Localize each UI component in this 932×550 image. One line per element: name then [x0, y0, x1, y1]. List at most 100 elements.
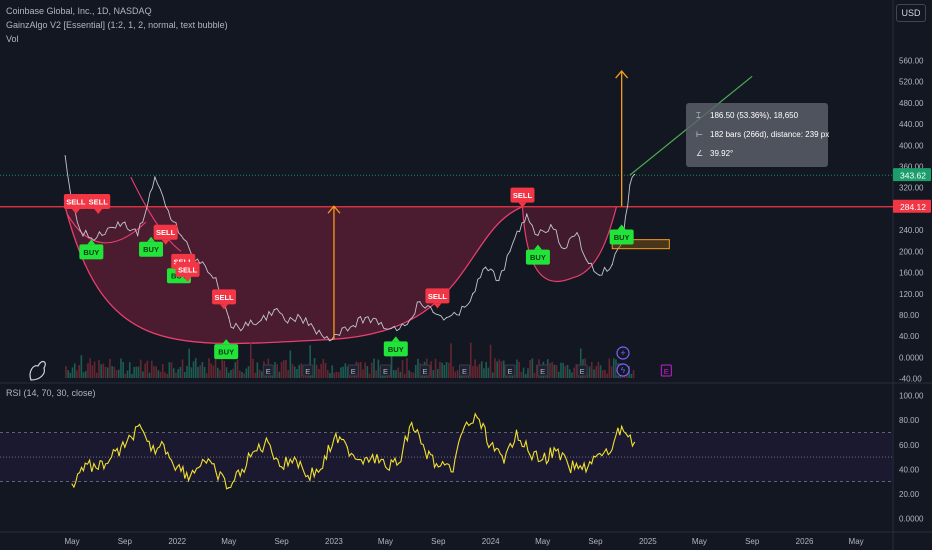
rsi-point — [437, 466, 439, 468]
volume-bar — [439, 361, 441, 378]
volume-bar — [249, 341, 252, 378]
sell-signal-pointer — [220, 304, 229, 310]
time-axis-tick: 2023 — [325, 537, 343, 546]
rsi-point — [241, 468, 243, 470]
sell-signal-pointer — [161, 239, 170, 245]
volume-bar — [210, 363, 212, 378]
price-point — [137, 234, 139, 237]
volume-bar — [142, 371, 144, 378]
volume-bar — [190, 367, 193, 378]
volume-bar — [610, 366, 613, 378]
volume-bar — [109, 358, 111, 378]
price-point — [472, 293, 474, 295]
price-point — [165, 205, 167, 207]
volume-bar — [298, 364, 300, 378]
volume-bar — [560, 362, 562, 378]
volume-bar — [555, 364, 558, 378]
buy-signal-label: BUY — [83, 248, 99, 257]
buy-signal-bubble — [79, 244, 104, 260]
volume-bar — [324, 363, 327, 378]
sell-signal-label: SELL — [156, 228, 176, 237]
volume-bar — [500, 361, 503, 378]
rsi-axis-tick: 100.00 — [899, 392, 924, 401]
volume-bar — [128, 362, 131, 378]
volume-bar — [571, 372, 573, 378]
price-axis-tick: 520.00 — [899, 78, 924, 87]
price-point — [563, 248, 565, 250]
volume-bar — [274, 362, 276, 378]
volume-bar — [377, 359, 380, 378]
volume-bar — [331, 365, 333, 378]
sell-signal-pointer — [433, 303, 442, 309]
symbol-title: Coinbase Global, Inc., 1D, NASDAQ — [6, 6, 152, 16]
resistance-price-label: 284.12 — [900, 202, 926, 212]
buy-signal-bubble — [383, 341, 408, 357]
price-point — [576, 232, 578, 234]
volume-bar — [593, 369, 595, 378]
price-axis-tick: -40.00 — [899, 375, 922, 384]
volume-bar — [225, 367, 228, 378]
price-point — [352, 324, 354, 327]
volume-bar — [208, 358, 210, 378]
volume-bar — [227, 372, 230, 378]
price-axis-tick: 480.00 — [899, 99, 924, 108]
buy-signal-bubble — [609, 229, 634, 245]
volume-bar — [485, 361, 487, 378]
volume-bar — [175, 372, 177, 378]
sell-signal-label: SELL — [513, 191, 533, 200]
price-point — [260, 319, 262, 321]
earnings-marker — [660, 364, 672, 377]
rsi-point — [228, 487, 230, 489]
volume-bar — [258, 369, 261, 378]
volume-bar — [403, 373, 406, 378]
price-point — [79, 229, 81, 231]
volume-bar — [606, 373, 608, 378]
volume-bar — [368, 373, 371, 378]
earnings-marker — [419, 364, 431, 377]
volume-bar — [551, 361, 553, 378]
sell-signal-bubble — [63, 193, 88, 209]
buy-signal-label: BUY — [388, 345, 404, 354]
volume-bar — [447, 363, 450, 378]
volume-bar — [285, 359, 287, 378]
volume-bar — [148, 372, 151, 378]
volume-bar — [562, 362, 564, 378]
price-point — [390, 327, 393, 329]
earnings-marker — [576, 364, 588, 377]
volume-bar — [155, 366, 157, 378]
price-axis-tick: 440.00 — [899, 120, 924, 129]
volume-bar — [179, 366, 182, 378]
volume-bar — [406, 358, 408, 378]
volume-bar — [137, 366, 140, 378]
price-axis-tick: 120.00 — [899, 290, 924, 299]
volume-bar — [599, 365, 602, 378]
buy-signal-pointer — [617, 224, 626, 230]
rsi-point — [490, 444, 492, 446]
time-axis-tick: May — [221, 537, 236, 546]
price-point — [247, 324, 249, 327]
volume-bar — [549, 363, 551, 378]
price-point — [598, 274, 600, 276]
price-point — [458, 314, 460, 316]
volume-bar — [516, 359, 518, 378]
rsi-axis-tick: 0.0000 — [899, 514, 924, 523]
price-point — [64, 155, 66, 157]
rsi-point — [476, 417, 478, 419]
volume-bar — [159, 371, 162, 378]
price-point — [112, 226, 114, 229]
volume-bar — [564, 365, 567, 378]
volume-bar — [318, 369, 320, 378]
volume-bar — [342, 366, 344, 378]
price-axis-tick: 360.00 — [899, 162, 924, 171]
volume-bar — [76, 370, 78, 378]
cup-fill — [65, 206, 523, 344]
volume-bar — [335, 371, 338, 378]
rsi-point — [529, 453, 531, 456]
volume-bar — [278, 371, 281, 378]
currency-button[interactable]: USD — [896, 4, 926, 22]
buy-signal-label: BUY — [530, 253, 546, 262]
volume-bar — [436, 368, 439, 378]
price-point — [419, 301, 421, 303]
buy-signal-label: BUY — [614, 233, 630, 242]
